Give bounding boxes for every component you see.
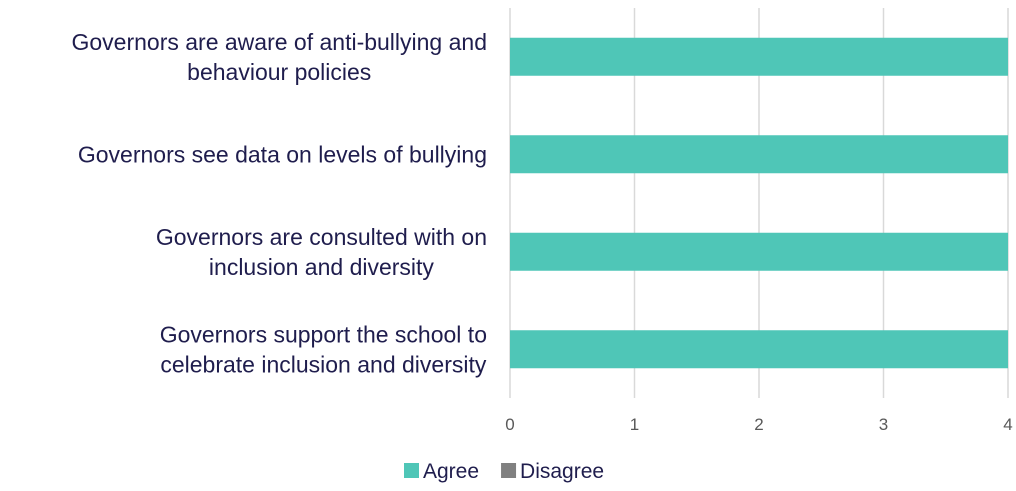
- x-tick-label-1: 1: [630, 415, 639, 434]
- legend-label-agree: Agree: [423, 460, 479, 483]
- category-label-3: Governors support the school to celebrate…: [160, 321, 487, 377]
- category-label-0: Governors are aware of anti-bullying and…: [71, 29, 487, 85]
- bar-agree-0: [510, 37, 1008, 76]
- legend-swatch-disagree: [501, 463, 517, 478]
- x-tick-label-2: 2: [754, 415, 763, 434]
- legend-label-disagree: Disagree: [520, 460, 604, 483]
- category-label-line: celebrate inclusion and diversity: [160, 351, 487, 377]
- category-label-line: Governors are consulted with on: [156, 224, 487, 250]
- category-label-1: Governors see data on levels of bullying: [78, 141, 487, 167]
- legend-item-disagree: Disagree: [501, 460, 604, 483]
- bars: [510, 37, 1008, 369]
- legend-swatch-agree: [404, 463, 419, 478]
- legend: Agree Disagree: [404, 460, 604, 483]
- x-tick-label-0: 0: [505, 415, 514, 434]
- category-label-2: Governors are consulted with on inclusion…: [156, 224, 487, 280]
- bar-agree-3: [510, 330, 1008, 369]
- category-label-line: Governors see data on levels of bullying: [78, 141, 487, 167]
- category-labels: Governors are aware of anti-bullying and…: [71, 29, 487, 378]
- bar-agree-1: [510, 135, 1008, 174]
- x-axis-tick-labels: 0 1 2 3 4: [505, 415, 1012, 434]
- bar-agree-2: [510, 232, 1008, 271]
- category-label-line: inclusion and diversity: [209, 254, 435, 280]
- legend-item-agree: Agree: [404, 460, 479, 483]
- x-tick-label-3: 3: [879, 415, 888, 434]
- category-label-line: Governors support the school to: [160, 321, 487, 347]
- category-label-line: Governors are aware of anti-bullying and: [71, 29, 487, 55]
- category-label-line: behaviour policies: [187, 59, 371, 85]
- x-tick-label-4: 4: [1003, 415, 1012, 434]
